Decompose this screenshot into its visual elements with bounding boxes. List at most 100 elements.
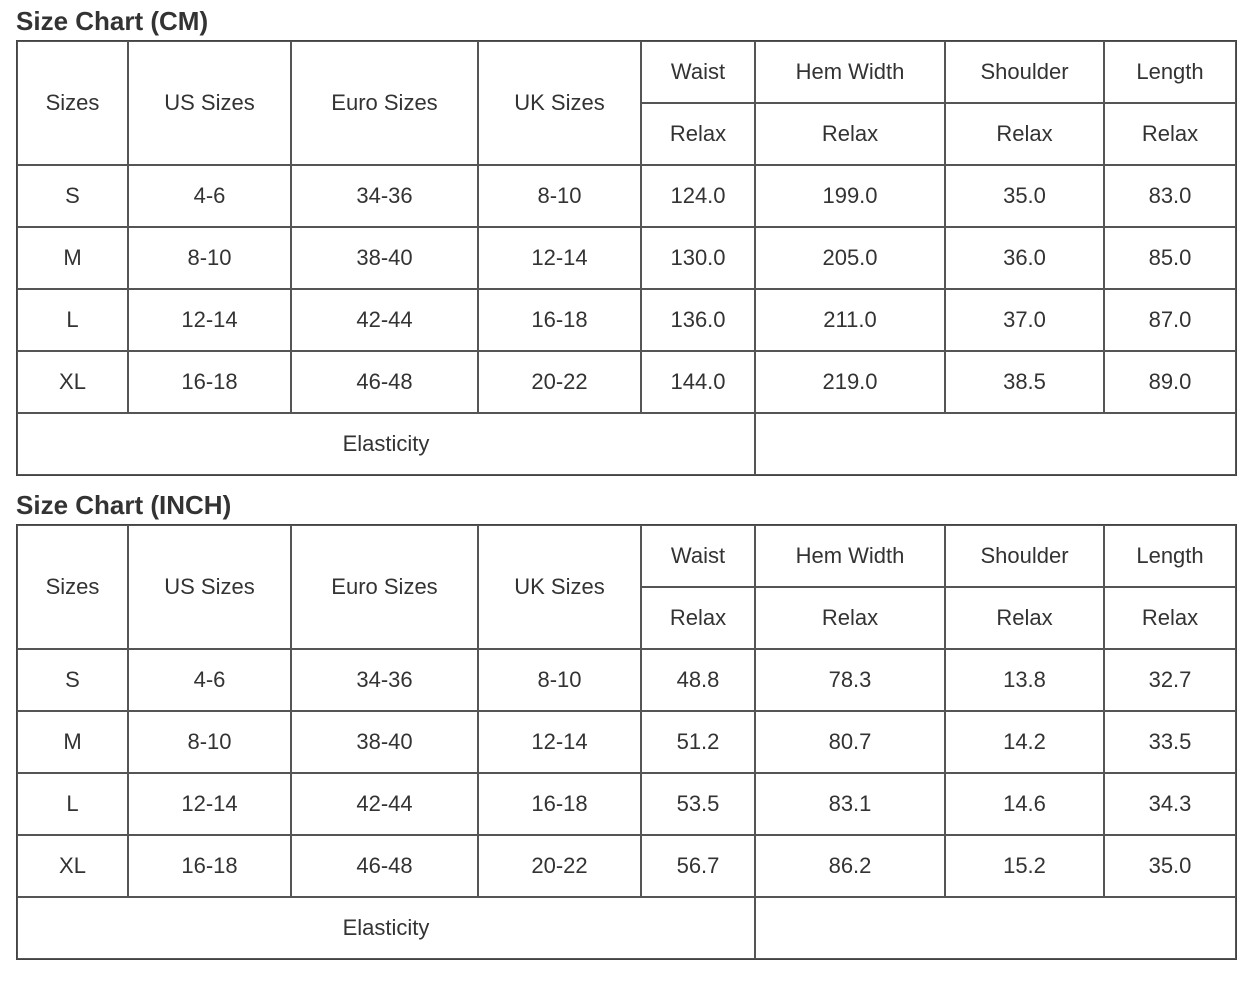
- data-cell: XL: [17, 351, 128, 413]
- data-cell: 12-14: [128, 289, 291, 351]
- header-row: Sizes US Sizes Euro Sizes UK Sizes Waist Hem …: [17, 41, 1236, 165]
- header-cell: Waist: [641, 41, 755, 103]
- data-cell: 16-18: [128, 351, 291, 413]
- data-cell: 13.8: [945, 649, 1104, 711]
- data-cell: 136.0: [641, 289, 755, 351]
- size-table: Sizes US Sizes Euro Sizes UK Sizes Waist Hem …: [16, 524, 1237, 960]
- data-cell: 89.0: [1104, 351, 1236, 413]
- data-cell: 86.2: [755, 835, 945, 897]
- data-cell: 48.8: [641, 649, 755, 711]
- data-cell: 12-14: [478, 227, 641, 289]
- header-cell: Euro Sizes: [291, 41, 478, 165]
- data-cell: 8-10: [478, 649, 641, 711]
- header-cell: Length: [1104, 41, 1236, 103]
- data-cell: 42-44: [291, 773, 478, 835]
- data-cell: 56.7: [641, 835, 755, 897]
- header-cell: US Sizes: [128, 525, 291, 649]
- data-cell: S: [17, 165, 128, 227]
- subheader-cell: Relax: [641, 587, 755, 649]
- data-cell: 16-18: [478, 773, 641, 835]
- data-cell: 46-48: [291, 835, 478, 897]
- header-cell: Shoulder: [945, 41, 1104, 103]
- data-cell: 35.0: [945, 165, 1104, 227]
- data-cell: 124.0: [641, 165, 755, 227]
- data-cell: 36.0: [945, 227, 1104, 289]
- header-cell: Hem Width: [755, 41, 945, 103]
- subheader-row: Relax Relax Relax Relax: [17, 587, 1236, 649]
- data-cell: 144.0: [641, 351, 755, 413]
- data-row: XL 16-18 46-48 20-22 144.0 219.0 38.5 89.0: [17, 351, 1236, 413]
- data-cell: 37.0: [945, 289, 1104, 351]
- data-row: XL 16-18 46-48 20-22 56.7 86.2 15.2 35.0: [17, 835, 1236, 897]
- empty-cell: [755, 413, 1236, 475]
- data-cell: 38-40: [291, 711, 478, 773]
- data-cell: L: [17, 289, 128, 351]
- data-cell: M: [17, 711, 128, 773]
- data-cell: 33.5: [1104, 711, 1236, 773]
- data-cell: 34-36: [291, 649, 478, 711]
- table-body: Sizes US Sizes Euro Sizes UK Sizes Waist Hem …: [17, 41, 1236, 475]
- data-cell: 78.3: [755, 649, 945, 711]
- header-cell: UK Sizes: [478, 525, 641, 649]
- header-cell: UK Sizes: [478, 41, 641, 165]
- data-cell: 16-18: [128, 835, 291, 897]
- subheader-cell: Relax: [755, 103, 945, 165]
- data-cell: 199.0: [755, 165, 945, 227]
- data-cell: 46-48: [291, 351, 478, 413]
- size-table: Sizes US Sizes Euro Sizes UK Sizes Waist Hem …: [16, 40, 1237, 476]
- subheader-cell: Relax: [945, 587, 1104, 649]
- header-cell: Shoulder: [945, 525, 1104, 587]
- data-cell: 12-14: [128, 773, 291, 835]
- data-cell: 8-10: [128, 227, 291, 289]
- data-cell: 8-10: [478, 165, 641, 227]
- footer-row: Elasticity: [17, 897, 1236, 959]
- empty-cell: [755, 897, 1236, 959]
- data-cell: 35.0: [1104, 835, 1236, 897]
- data-cell: 53.5: [641, 773, 755, 835]
- data-cell: 87.0: [1104, 289, 1236, 351]
- data-cell: 85.0: [1104, 227, 1236, 289]
- header-cell: Hem Width: [755, 525, 945, 587]
- data-cell: 51.2: [641, 711, 755, 773]
- data-row: S 4-6 34-36 8-10 48.8 78.3 13.8 32.7: [17, 649, 1236, 711]
- subheader-cell: Relax: [641, 103, 755, 165]
- data-cell: 14.6: [945, 773, 1104, 835]
- data-cell: 38-40: [291, 227, 478, 289]
- subheader-cell: Relax: [945, 103, 1104, 165]
- subheader-cell: Relax: [755, 587, 945, 649]
- header-cell: Length: [1104, 525, 1236, 587]
- data-cell: L: [17, 773, 128, 835]
- data-row: S 4-6 34-36 8-10 124.0 199.0 35.0 83.0: [17, 165, 1236, 227]
- data-cell: 14.2: [945, 711, 1104, 773]
- data-cell: 83.1: [755, 773, 945, 835]
- data-cell: 219.0: [755, 351, 945, 413]
- data-cell: 8-10: [128, 711, 291, 773]
- footer-cell: Elasticity: [17, 413, 755, 475]
- data-row: L 12-14 42-44 16-18 136.0 211.0 37.0 87.0: [17, 289, 1236, 351]
- header-cell: Sizes: [17, 41, 128, 165]
- data-cell: S: [17, 649, 128, 711]
- header-cell: US Sizes: [128, 41, 291, 165]
- data-cell: 4-6: [128, 165, 291, 227]
- data-cell: XL: [17, 835, 128, 897]
- data-cell: 15.2: [945, 835, 1104, 897]
- data-cell: 211.0: [755, 289, 945, 351]
- data-cell: M: [17, 227, 128, 289]
- header-row: Sizes US Sizes Euro Sizes UK Sizes Waist Hem …: [17, 525, 1236, 649]
- data-cell: 80.7: [755, 711, 945, 773]
- subheader-cell: Relax: [1104, 587, 1236, 649]
- footer-row: Elasticity: [17, 413, 1236, 475]
- subheader-row: Relax Relax Relax Relax: [17, 103, 1236, 165]
- data-cell: 205.0: [755, 227, 945, 289]
- data-cell: 20-22: [478, 835, 641, 897]
- data-cell: 34-36: [291, 165, 478, 227]
- header-cell: Sizes: [17, 525, 128, 649]
- table-title: Size Chart (CM): [16, 6, 209, 36]
- data-cell: 130.0: [641, 227, 755, 289]
- data-cell: 32.7: [1104, 649, 1236, 711]
- table-body: Sizes US Sizes Euro Sizes UK Sizes Waist Hem …: [17, 525, 1236, 959]
- data-cell: 16-18: [478, 289, 641, 351]
- table-title: Size Chart (INCH): [16, 490, 232, 520]
- data-cell: 34.3: [1104, 773, 1236, 835]
